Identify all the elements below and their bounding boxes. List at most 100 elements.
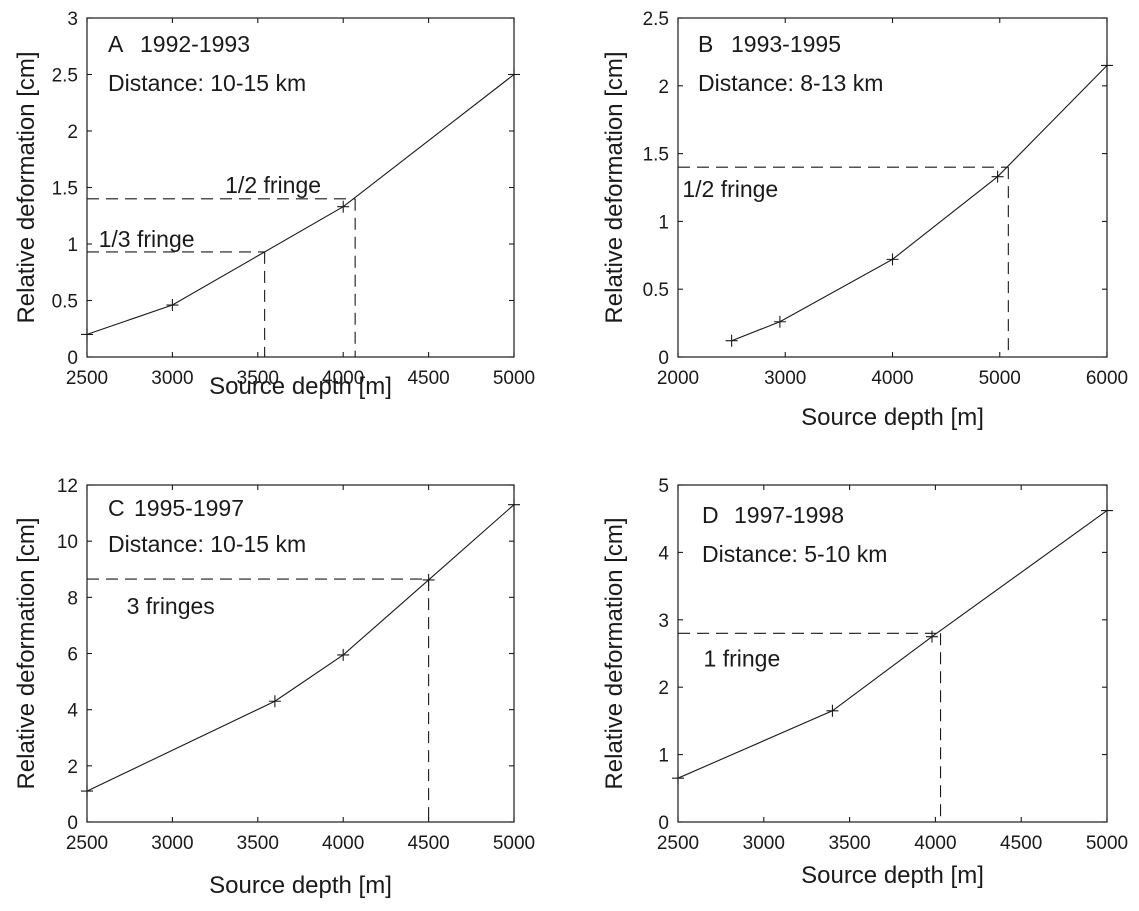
panel-a: 2500 3000 3500 4000 4500 5000 0 0.5 1 1.5 2 2.5 3 Sou… (13, 9, 535, 400)
fringe-label: 1/3 fringe (99, 226, 195, 252)
y-tick-label: 0 (67, 348, 78, 369)
x-tick-label: 2000 (657, 368, 699, 389)
data-point-marker (672, 772, 684, 785)
y-tick-label: 2.5 (643, 9, 669, 30)
data-point-marker (337, 648, 350, 661)
y-tick-label: 1.5 (643, 145, 669, 166)
x-tick-label: 4000 (322, 833, 364, 854)
y-tick-label: 12 (57, 476, 78, 497)
y-tick-label: 0 (658, 348, 669, 369)
data-point-marker (925, 630, 938, 643)
x-tick-label: 5000 (493, 368, 535, 389)
y-tick-label: 4 (67, 701, 78, 722)
y-tick-label: 3 (658, 611, 669, 632)
y-tick-label: 3 (67, 9, 78, 30)
y-tick-label: 1 (658, 212, 669, 233)
y-tick-label: 2 (67, 122, 78, 143)
panel-d: 2500 3000 3500 4000 4500 5000 0 1 2 3 4 5 Source dep… (601, 476, 1128, 889)
panel-label: D (702, 502, 719, 528)
panel-label: C (108, 495, 125, 521)
x-tick-label: 4500 (407, 368, 449, 389)
x-axis-title: Source depth [m] (209, 373, 392, 400)
data-point-marker (886, 253, 899, 266)
y-tick-label: 8 (67, 588, 78, 609)
x-tick-label: 2500 (657, 833, 699, 854)
axes-box (677, 484, 1108, 823)
y-tick-label: 2 (658, 77, 669, 98)
data-point-marker (166, 299, 179, 312)
x-tick-label: 4500 (1000, 833, 1042, 854)
x-tick-label: 4000 (322, 368, 364, 389)
y-tick-label: 6 (67, 645, 78, 666)
y-tick-label: 2 (67, 757, 78, 778)
fringe-label: 1 fringe (704, 645, 781, 671)
panel-subtitle: Distance: 10-15 km (108, 70, 306, 96)
y-tick-label: 1.5 (52, 179, 78, 200)
y-tick-label: 10 (57, 532, 78, 553)
x-tick-label: 3000 (151, 833, 193, 854)
panel-title: 1993-1995 (731, 31, 841, 57)
panel-c: 2500 3000 3500 4000 4500 5000 0 2 4 6 8 10 12 Source … (13, 476, 535, 899)
x-tick-label: 6000 (1086, 368, 1128, 389)
data-point-marker (773, 315, 786, 328)
x-tick-label: 3500 (828, 833, 870, 854)
series-line (731, 65, 1108, 342)
data-point-marker (422, 573, 435, 586)
x-tick-label: 5000 (493, 833, 535, 854)
data-point-marker (991, 170, 1004, 183)
x-tick-label: 4000 (914, 833, 956, 854)
y-tick-label: 4 (658, 543, 669, 564)
x-tick-label: 5000 (1086, 833, 1128, 854)
panel-label: A (108, 31, 124, 57)
data-point-marker (1101, 504, 1113, 517)
y-axis-title: Relative deformation [cm] (601, 51, 628, 323)
y-axis-title: Relative deformation [cm] (13, 517, 40, 789)
fringe-label: 1/2 fringe (225, 172, 321, 198)
panel-label: B (698, 31, 713, 57)
x-axis-title: Source depth [m] (209, 872, 392, 899)
y-tick-label: 0.5 (52, 292, 78, 313)
y-tick-label: 1 (67, 235, 78, 256)
x-tick-label: 5000 (979, 368, 1021, 389)
y-tick-label: 5 (658, 476, 669, 497)
panel-subtitle: Distance: 10-15 km (108, 531, 306, 557)
x-tick-label: 4000 (871, 368, 913, 389)
y-axis-title: Relative deformation [cm] (13, 51, 40, 323)
y-tick-label: 0.5 (643, 280, 669, 301)
panel-subtitle: Distance: 5-10 km (702, 541, 887, 567)
x-tick-label: 3500 (237, 368, 279, 389)
data-point-marker (81, 328, 93, 341)
x-tick-label: 4500 (407, 833, 449, 854)
panel-title: 1992-1993 (140, 31, 250, 57)
data-point-marker (337, 200, 350, 213)
y-tick-label: 0 (67, 813, 78, 834)
x-axis-title: Source depth [m] (801, 862, 984, 889)
x-tick-label: 3000 (743, 833, 785, 854)
fringe-label: 1/2 fringe (682, 176, 778, 202)
data-point-marker (81, 785, 93, 798)
x-tick-label: 3000 (151, 368, 193, 389)
data-point-marker (725, 334, 738, 347)
data-point-marker (268, 695, 281, 708)
x-axis-title: Source depth [m] (801, 404, 984, 431)
panel-subtitle: Distance: 8-13 km (698, 70, 883, 96)
series-line (86, 74, 515, 335)
data-point-marker (508, 498, 520, 511)
panel-b: 2000 3000 4000 5000 6000 0 0.5 1 1.5 2 2.5 Source d… (601, 9, 1128, 431)
y-tick-label: 1 (658, 746, 669, 767)
data-point-marker (1101, 59, 1113, 72)
y-tick-label: 2.5 (52, 66, 78, 87)
series-line (677, 510, 1108, 779)
data-point-marker (826, 704, 839, 717)
y-tick-label: 2 (658, 678, 669, 699)
y-tick-label: 0 (658, 813, 669, 834)
fringe-label: 3 fringes (127, 593, 215, 619)
panel-title: 1997-1998 (734, 502, 844, 528)
x-tick-label: 2500 (66, 833, 108, 854)
x-tick-label: 3000 (764, 368, 806, 389)
x-tick-label: 2500 (66, 368, 108, 389)
y-axis-title: Relative deformation [cm] (601, 517, 628, 789)
panel-title: 1995-1997 (134, 495, 244, 521)
data-point-marker (508, 68, 520, 81)
